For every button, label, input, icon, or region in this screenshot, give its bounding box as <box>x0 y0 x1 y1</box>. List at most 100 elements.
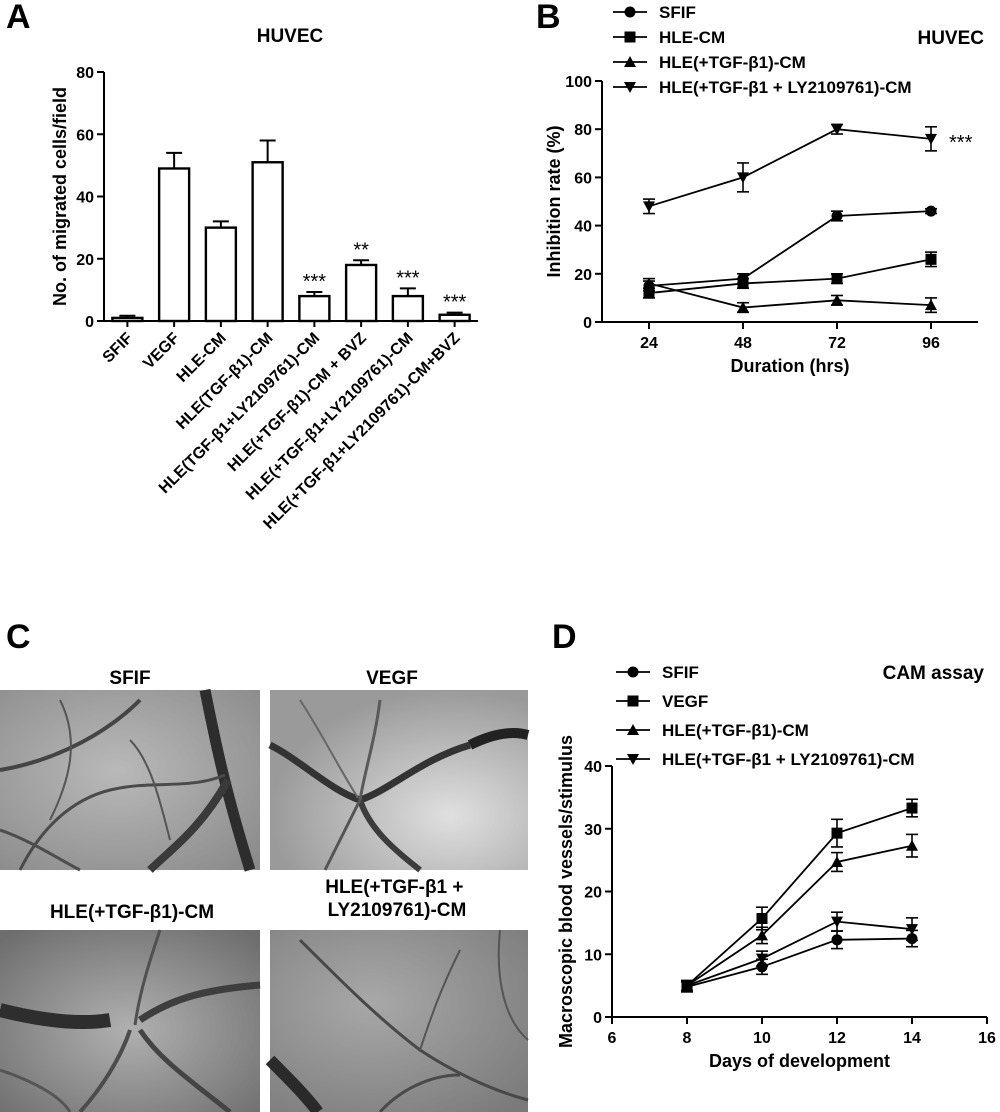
chart-b-series-hle-tgf-1-cm-point <box>643 277 655 289</box>
chart-b-series-hle-tgf-1-ly2109761-cm-point <box>643 201 655 213</box>
chart-d-series-hle-tgf-1-ly2109761-cm-point <box>906 924 918 936</box>
chart-d-y-axis-label: Macroscopic blood vessels/stimulus <box>556 735 576 1048</box>
chart-a-significance: ** <box>353 239 369 261</box>
chart-d-series-hle-tgf-1-ly2109761-cm-point <box>681 980 693 992</box>
chart-d-x-tick-label: 14 <box>903 1030 921 1047</box>
chart-b-series-hle-tgf-1-cm-point <box>737 301 749 313</box>
chart-b-title: HUVEC <box>917 28 984 49</box>
chart-d-series-hle-tgf-1-cm-point <box>756 929 768 941</box>
chart-b-series-hle-tgf-1-cm-point <box>925 299 937 311</box>
chart-b-series-hle-tgf-1-cm-line <box>648 282 932 309</box>
chart-d-x-tick-label: 12 <box>828 1030 846 1047</box>
photo-vegf <box>268 690 530 873</box>
chart-d-series-hle-tgf-1-cm-line <box>686 844 913 987</box>
chart-d-series-vegf-point <box>831 827 843 839</box>
chart-b-series-hle-cm-legend-label: HLE-CM <box>659 28 725 47</box>
chart-b-series-hle-cm-point <box>643 287 655 299</box>
chart-b-annotation: *** <box>949 132 973 154</box>
panel-letter-d: D <box>552 618 577 656</box>
chart-a-bar-vegf <box>157 167 191 323</box>
chart-a-bar-hle-tgf-1-ly2109761-cm <box>298 294 331 323</box>
chart-a-y-tick-label: 60 <box>76 127 94 144</box>
chart-d-title: CAM assay <box>883 663 985 684</box>
chart-d-series-hle-tgf-1-ly2109761-cm-legend-label: HLE(+TGF-β1 + LY2109761)-CM <box>662 750 915 769</box>
chart-d-x-tick-label: 8 <box>683 1030 692 1047</box>
chart-b-x-tick-label: 96 <box>922 335 940 352</box>
chart-d-x-tick-label: 16 <box>978 1030 996 1047</box>
chart-b-series-sfif-point <box>925 205 937 217</box>
cam-photo-grid: SFIF VEGF HLE(+TGF-β1)-CM HLE(+TGF-β1 + … <box>0 668 530 1112</box>
chart-d-series-vegf-legend-label: VEGF <box>662 692 708 711</box>
chart-a-bar-hle-tgf-1-ly2109761-cm <box>391 294 425 323</box>
panel-letter-c: C <box>6 618 31 656</box>
chart-b-y-tick-label: 60 <box>574 170 592 187</box>
chart-a-y-tick-label: 20 <box>76 252 94 269</box>
chart-d-y-tick-label: 0 <box>593 1010 602 1027</box>
photo-sfif <box>0 688 260 873</box>
chart-d-series-vegf-line <box>686 807 913 987</box>
chart-d-series-sfif-line <box>686 937 913 988</box>
chart-d-x-tick-label: 10 <box>753 1030 771 1047</box>
chart-b-x-tick-label: 72 <box>828 335 846 352</box>
chart-a-title: HUVEC <box>257 26 324 47</box>
photo-hle-tgf-ly <box>265 929 529 1112</box>
chart-d-y-tick-label: 10 <box>584 947 602 964</box>
chart-a-category-label-vegf: VEGF <box>140 330 183 373</box>
chart-b-y-tick-label: 80 <box>574 122 592 139</box>
chart-d-x-axis-label: Days of development <box>709 1051 890 1071</box>
chart-b-series-hle-cm-line <box>648 258 932 294</box>
chart-b-x-tick-label: 24 <box>640 335 658 352</box>
chart-b-y-axis-label: Inhibition rate (%) <box>544 126 564 278</box>
chart-b-series-sfif-legend-label: SFIF <box>659 3 696 22</box>
chart-d-series-hle-tgf-1-ly2109761-cm-point <box>756 953 768 965</box>
chart-a-bar-hle-tgf-1-ly2109761-cm-bvz <box>438 313 471 323</box>
chart-b-series-hle-tgf-1-cm-legend-label: HLE(+TGF-β1)-CM <box>659 53 806 72</box>
chart-d-series-hle-tgf-1-cm-legend-marker <box>627 724 639 735</box>
chart-d-series-hle-tgf-1-cm-point <box>906 839 918 851</box>
chart-a-significance: *** <box>303 271 327 293</box>
line-chart-inhibition-rate: 0 20 40 60 80 100 24 48 72 96 Duration (hrs) Inhibi… <box>544 3 984 376</box>
chart-a-y-tick-label: 0 <box>85 314 94 331</box>
chart-b-y-tick-label: 0 <box>583 315 592 332</box>
chart-a-y-tick-label: 80 <box>76 65 94 82</box>
chart-a-bar-hle-tgf-1-cm-bvz <box>344 263 378 323</box>
chart-b-series-hle-cm-point <box>737 277 749 289</box>
chart-d-y-tick-label: 30 <box>584 822 602 839</box>
chart-a-bar-sfif <box>111 316 144 323</box>
chart-d-series-sfif-legend-label: SFIF <box>662 663 699 682</box>
chart-b-series-hle-tgf-1-ly2109761-cm-point <box>925 133 937 145</box>
chart-b-y-tick-label: 100 <box>565 74 592 91</box>
photo-label-vegf: VEGF <box>366 668 418 689</box>
panel-letter-a: A <box>6 0 31 36</box>
chart-d-x-tick-label: 6 <box>608 1030 617 1047</box>
chart-d-series-sfif-legend-marker <box>627 666 639 678</box>
chart-d-series-vegf-point <box>756 912 768 924</box>
chart-d-series-hle-tgf-1-cm-point <box>831 856 843 868</box>
chart-d-series-hle-tgf-1-cm-legend-label: HLE(+TGF-β1)-CM <box>662 721 809 740</box>
photo-label-tgf: HLE(+TGF-β1)-CM <box>50 902 214 923</box>
chart-b-series-hle-tgf-1-ly2109761-cm-legend-marker <box>624 82 636 93</box>
photo-hle-tgf <box>0 929 261 1112</box>
chart-d-series-hle-tgf-1-ly2109761-cm-line <box>686 920 913 987</box>
chart-a-significance: *** <box>443 292 467 314</box>
chart-b-series-hle-tgf-1-ly2109761-cm-line <box>648 128 932 208</box>
chart-d-series-vegf-point <box>906 802 918 814</box>
line-chart-cam-assay: 0 10 20 30 40 6 8 10 12 14 16 Days of development Ma… <box>556 663 996 1071</box>
chart-b-series-hle-tgf-1-cm-legend-marker <box>624 56 636 67</box>
chart-b-series-hle-tgf-1-ly2109761-cm-point <box>737 172 749 184</box>
chart-b-x-tick-label: 48 <box>734 335 752 352</box>
chart-b-series-sfif-line <box>648 210 932 287</box>
chart-a-bar-hle-tgf-1-cm <box>251 161 284 323</box>
chart-a-y-axis-label: No. of migrated cells/field <box>50 87 70 306</box>
photo-label-sfif: SFIF <box>109 668 150 689</box>
chart-a-category-label-sfif: SFIF <box>100 330 137 367</box>
chart-d-series-sfif-point <box>831 934 843 946</box>
chart-b-series-hle-cm-point <box>925 253 937 265</box>
chart-d-series-hle-tgf-1-ly2109761-cm-legend-marker <box>627 754 639 765</box>
chart-a-bar-hle-cm <box>204 226 238 323</box>
chart-d-y-tick-label: 20 <box>584 885 602 902</box>
chart-b-series-sfif-point <box>831 210 843 222</box>
chart-d-series-hle-tgf-1-ly2109761-cm-point <box>831 916 843 928</box>
chart-a-y-tick-label: 40 <box>76 190 94 207</box>
